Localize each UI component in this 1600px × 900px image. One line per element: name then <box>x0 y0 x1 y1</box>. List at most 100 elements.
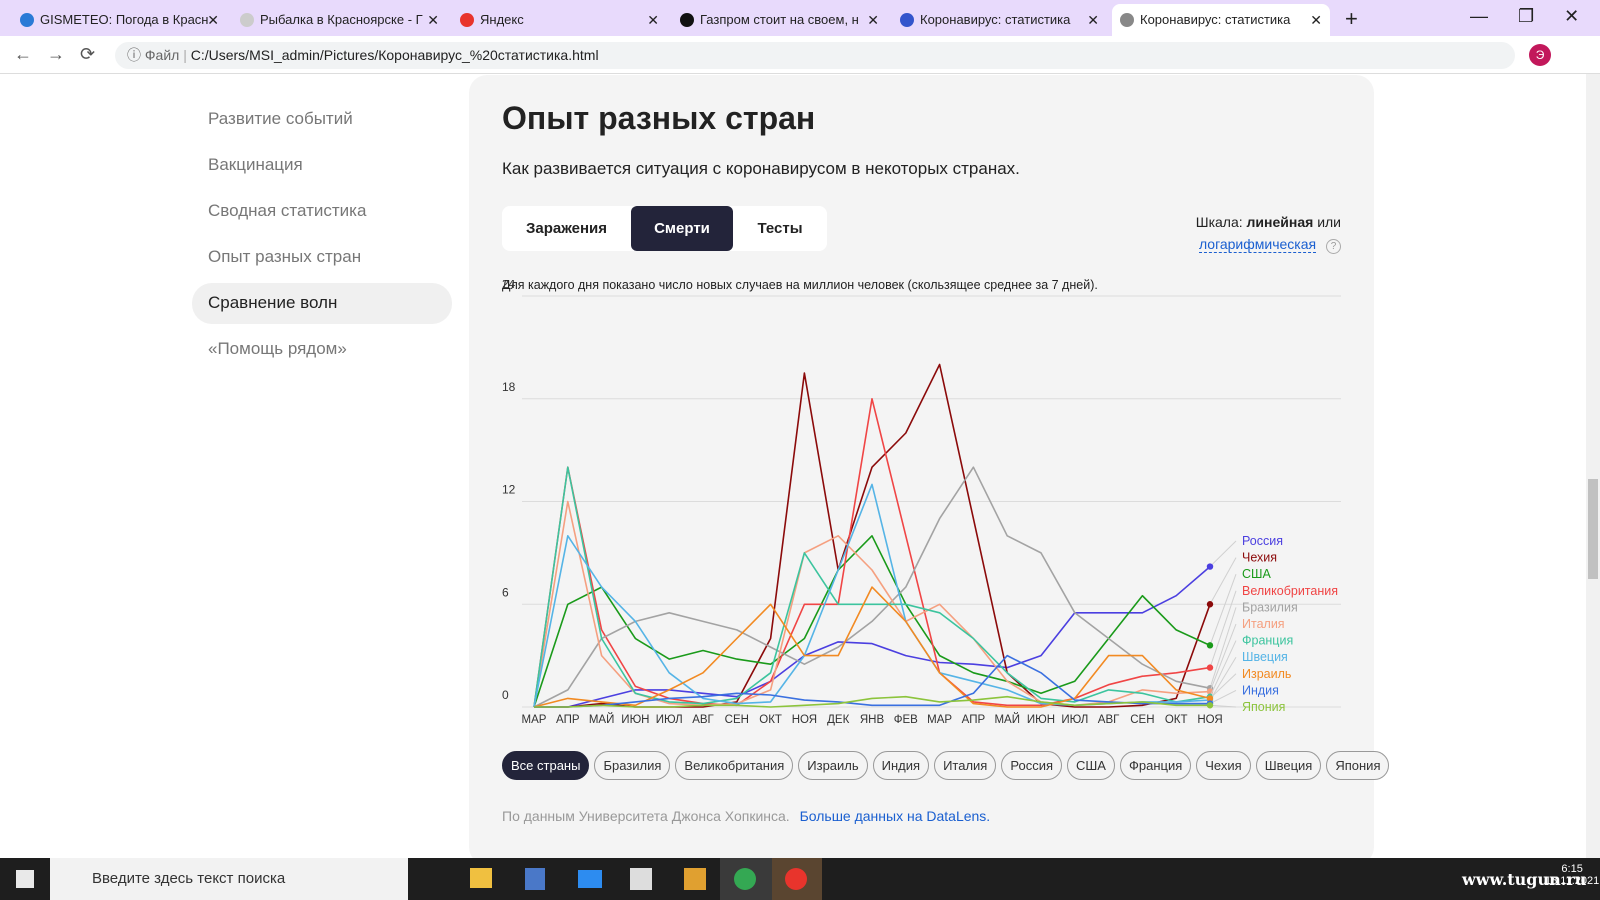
x-tick-label: МАЙ <box>994 713 1020 726</box>
help-icon[interactable]: ? <box>1326 239 1341 254</box>
scale-log[interactable]: логарифмическая <box>1198 236 1317 253</box>
avatar[interactable]: Э <box>1529 44 1551 66</box>
nav-item[interactable]: Вакцинация <box>208 155 303 174</box>
x-tick-label: ФЕВ <box>894 714 918 726</box>
legend-label: Индия <box>1242 683 1279 697</box>
tab-active[interactable]: Коронавирус: статистика ✕ <box>1112 4 1330 36</box>
filter-chips: Все страны Бразилия Великобритания Израиль И… <box>502 751 1390 780</box>
tab-title: GISMETEO: Погода в Красн <box>40 12 209 27</box>
legend-connector <box>1209 656 1237 701</box>
tab-title: Рыбалка в Красноярске - Г <box>260 12 423 27</box>
series-line <box>534 654 1210 708</box>
x-tick-label: ИЮЛ <box>656 714 683 726</box>
legend-label: Франция <box>1242 634 1293 648</box>
x-tick-label: АВГ <box>692 714 714 726</box>
nav-item[interactable]: «Помощь рядом» <box>208 339 347 358</box>
x-tick-label: ИЮН <box>1027 714 1055 726</box>
tab-title: Коронавирус: статистика <box>1140 12 1291 27</box>
legend-connector <box>1209 574 1237 646</box>
chart: 0 6 12 18 24 МАР АПР МАЙ ИЮН ИЮЛ АВГ СЕН ОКТ НОЯ ДЕК ЯН… <box>502 280 1341 726</box>
filter-chip[interactable]: Япония <box>1326 751 1390 780</box>
legend-connector <box>1209 590 1237 668</box>
tab[interactable]: GISMETEO: Погода в Красн ✕ <box>12 4 227 36</box>
x-tick-label: СЕН <box>725 714 749 726</box>
app-icon[interactable] <box>470 868 492 888</box>
legend-connector <box>1209 607 1237 689</box>
legend-label: Израиль <box>1242 667 1291 681</box>
x-tick-label: МАР <box>927 714 952 726</box>
nav-buttons[interactable]: ← → ⟳ <box>14 44 96 64</box>
filter-chip[interactable]: Италия <box>934 751 997 780</box>
legend-label: Чехия <box>1242 551 1277 565</box>
tab-title: Коронавирус: статистика <box>920 12 1071 27</box>
app-icon[interactable] <box>525 868 545 890</box>
filter-chip[interactable]: Бразилия <box>594 751 671 780</box>
series-line <box>533 466 1211 708</box>
scrollbar[interactable] <box>1586 74 1600 858</box>
filter-chip[interactable]: США <box>1067 751 1115 780</box>
tab-title: Газпром стоит на своем, н <box>700 12 859 27</box>
search-text: Введите здесь текст поиска <box>92 870 286 887</box>
filter-chip[interactable]: Франция <box>1119 751 1192 780</box>
start-button[interactable] <box>16 870 34 888</box>
y-tick-label: 18 <box>502 380 516 394</box>
address-bar[interactable]: ⓘ Файл | C:/Users/MSI_admin/Pictures/Кор… <box>115 42 1515 69</box>
end-point <box>1206 601 1214 608</box>
y-tick-label: 0 <box>502 688 509 702</box>
legend-label: Бразилия <box>1242 600 1298 614</box>
end-point <box>1206 664 1214 671</box>
scale-or: или <box>1317 214 1341 230</box>
scale-linear[interactable]: линейная <box>1246 214 1314 230</box>
end-point <box>1206 642 1214 649</box>
clock: 6:15 18.11.2021 <box>1545 863 1599 887</box>
datalens-link[interactable]: Больше данных на DataLens. <box>799 808 991 824</box>
app-active[interactable] <box>720 858 772 900</box>
tab[interactable]: Рыбалка в Красноярске - Г ✕ <box>232 4 447 36</box>
legend-connector <box>1209 623 1237 692</box>
filter-chip[interactable]: Все страны <box>502 751 590 780</box>
nav-item[interactable]: Сводная статистика <box>208 201 367 220</box>
filter-chip[interactable]: Россия <box>1001 751 1062 780</box>
legend-connector <box>1209 557 1237 605</box>
tab-button[interactable]: Заражения <box>525 220 608 237</box>
nav-item[interactable]: Опыт разных стран <box>208 247 362 266</box>
filter-chip[interactable]: Индия <box>872 751 930 780</box>
window-controls[interactable]: — ❐ ✕ <box>1470 6 1580 26</box>
end-point <box>1206 702 1214 709</box>
y-tick-label: 6 <box>502 585 509 599</box>
time: 6:15 <box>1561 863 1583 875</box>
x-tick-label: АПР <box>962 714 986 726</box>
app-icon[interactable] <box>684 868 706 890</box>
nav-item[interactable]: Развитие событий <box>208 109 353 128</box>
x-tick-label: СЕН <box>1130 714 1154 726</box>
legend-connector <box>1209 704 1237 708</box>
tab-button-active[interactable]: Смерти <box>631 206 733 251</box>
x-tick-label: ИЮН <box>621 714 649 726</box>
filter-chip[interactable]: Израиль <box>798 751 868 780</box>
new-tab[interactable]: + <box>1345 6 1358 31</box>
tab-strip: GISMETEO: Погода в Красн ✕ Рыбалка в Крас… <box>0 0 1600 36</box>
section-subtitle: Как развивается ситуация с коронавирусом… <box>502 159 1020 178</box>
filter-chip[interactable]: Швеция <box>1255 751 1322 780</box>
tab[interactable]: Яндекс ✕ <box>452 4 667 36</box>
nav-item-active[interactable]: Сравнение волн <box>208 293 338 312</box>
watermark: www.tugun.ru <box>1462 870 1587 889</box>
app-active[interactable] <box>772 858 822 900</box>
tab[interactable]: Коронавирус: статистика ✕ <box>892 4 1107 36</box>
app-icon[interactable] <box>578 870 602 888</box>
legend-label: Великобритания <box>1242 584 1338 598</box>
tab-button[interactable]: Тесты <box>757 220 803 237</box>
filter-chip[interactable]: Великобритания <box>675 751 794 780</box>
x-tick-label: МАР <box>522 714 547 726</box>
app-icon[interactable] <box>630 868 652 890</box>
tab[interactable]: Газпром стоит на своем, н ✕ <box>672 4 887 36</box>
series-line <box>534 695 1210 708</box>
filter-chip[interactable]: Чехия <box>1196 751 1251 780</box>
x-tick-label: АВГ <box>1098 714 1120 726</box>
x-tick-label: НОЯ <box>1197 714 1222 726</box>
x-tick-label: АПР <box>556 714 580 726</box>
search-box[interactable]: Введите здесь текст поиска <box>50 858 408 900</box>
file-label: Файл <box>144 47 180 63</box>
